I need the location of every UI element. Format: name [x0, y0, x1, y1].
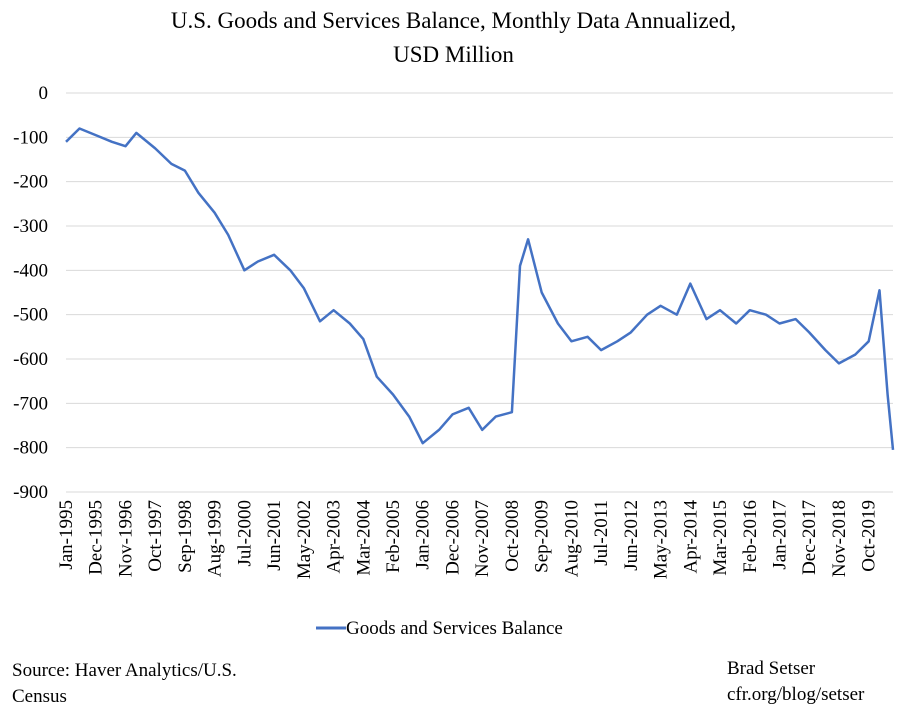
legend-label: Goods and Services Balance [346, 618, 563, 639]
y-tick-label: -500 [13, 305, 48, 326]
x-tick-label: Nov-2007 [472, 500, 493, 577]
x-tick-label: Aug-2010 [561, 500, 582, 577]
x-tick-label: Dec-2017 [799, 500, 820, 575]
x-tick-label: Feb-2005 [383, 500, 404, 573]
x-tick-label: Jun-2001 [264, 500, 285, 571]
source-note-line1: Source: Haver Analytics/U.S. [12, 660, 237, 681]
x-tick-label: Jun-2012 [621, 500, 642, 571]
y-tick-label: -100 [13, 127, 48, 148]
chart-title-unit: USD Million [393, 42, 514, 67]
x-tick-label: Jan-2006 [413, 500, 434, 570]
x-tick-label: Mar-2015 [710, 500, 731, 576]
source-note-line2: Census [12, 686, 67, 707]
x-tick-label: Nov-2018 [829, 500, 850, 577]
series-line-goods-and-services-balance [65, 127, 895, 451]
chart-title: U.S. Goods and Services Balance, Monthly… [170, 8, 737, 33]
y-tick-label: -200 [13, 172, 48, 193]
x-tick-label: Oct-2008 [502, 500, 523, 572]
y-tick-label: -900 [13, 482, 48, 503]
x-tick-label: Dec-1995 [86, 500, 107, 575]
y-axis-ticks: 0 -100 -200 -300 -400 -500 -600 -700 -800 -900 [13, 83, 48, 503]
x-tick-label: Apr-2014 [680, 500, 701, 574]
gridlines [66, 92, 893, 449]
x-tick-label: Oct-2019 [859, 500, 880, 572]
y-tick-label: -400 [13, 260, 48, 281]
x-tick-label: Oct-1997 [145, 500, 166, 572]
x-tick-label: Jul-2000 [234, 500, 255, 567]
x-tick-label: Nov-1996 [115, 500, 136, 577]
x-tick-label: Apr-2003 [324, 500, 345, 574]
x-tick-label: May-2013 [651, 500, 672, 579]
y-tick-label: 0 [39, 83, 49, 104]
y-tick-label: -700 [13, 393, 48, 414]
x-tick-label: Sep-2009 [532, 500, 553, 573]
x-tick-label: Sep-1998 [175, 500, 196, 573]
y-tick-label: -800 [13, 438, 48, 459]
legend: Goods and Services Balance [316, 618, 563, 639]
x-axis-ticks: Jan-1995 Dec-1995 Nov-1996 Oct-1997 Sep-1998… [56, 500, 880, 580]
x-tick-label: Dec-2006 [442, 500, 463, 575]
y-tick-label: -600 [13, 349, 48, 370]
x-tick-label: Aug-1999 [205, 500, 226, 577]
x-tick-label: May-2002 [294, 500, 315, 579]
author-name: Brad Setser [727, 658, 816, 679]
x-tick-label: Jan-2017 [769, 500, 790, 570]
x-tick-label: Feb-2016 [740, 500, 761, 573]
y-tick-label: -300 [13, 216, 48, 237]
author-url: cfr.org/blog/setser [727, 684, 865, 705]
x-tick-label: Mar-2004 [353, 500, 374, 576]
x-tick-label: Jul-2011 [591, 500, 612, 566]
x-tick-label: Jan-1995 [56, 500, 77, 570]
